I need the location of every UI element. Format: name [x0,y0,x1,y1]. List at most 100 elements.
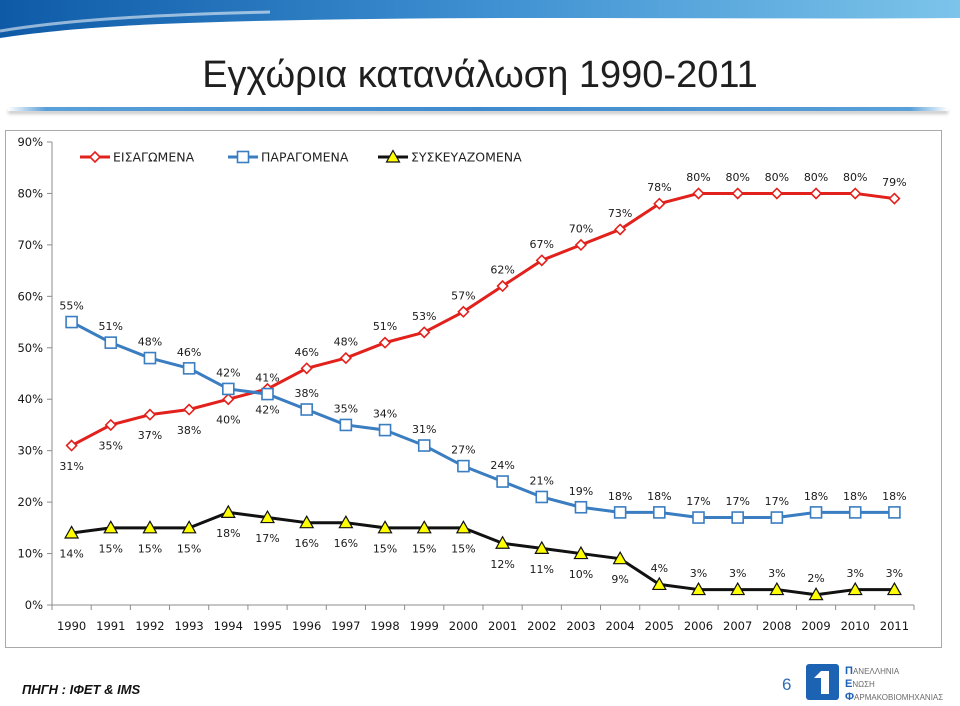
data-point [653,506,666,519]
data-label: 17% [686,495,710,508]
data-point [731,187,744,200]
data-label: 46% [177,346,201,359]
chart-axes: 0% 10% 20% 30% 40% 50% 60% 70% 80% 90% 1990 1991 199… [17,135,915,633]
y-tick-label: 40% [17,392,43,406]
x-tick-label: 2007 [723,619,752,633]
organization-logo-text: ΠΑΝΕΛΛΗΝΙΑ ΕΝΩΣΗ ΦΑΡΜΑΚΟΒΙΟΜΗΧΑΝΙΑΣ [845,665,957,704]
data-point [809,187,823,200]
legend-label: ΣΥΣΚΕΥΑΖΟΜΕΝΑ [411,150,522,165]
data-point [613,506,627,519]
data-label: 79% [882,176,906,189]
data-label: 21% [530,474,554,487]
x-tick-label: 1995 [253,619,282,633]
data-label: 41% [255,372,279,385]
chart-legend: ΕΙΣΑΓΩΜΕΝΑ ΠΑΡΑΓΟΜΕΝΑ ΣΥΣΚΕΥΑΖΟΜΕΝΑ [80,149,522,165]
data-label: 15% [99,542,123,555]
data-point [142,520,158,534]
y-tick-label: 30% [17,444,43,458]
data-label: 46% [294,346,318,359]
x-tick-label: 1998 [370,619,399,633]
data-label: 3% [886,567,903,580]
data-point [416,520,432,534]
y-tick-label: 60% [17,289,43,303]
data-point [457,459,470,473]
data-label: 78% [647,181,671,194]
data-label: 12% [490,558,514,571]
data-point [181,520,197,534]
data-point [143,408,157,421]
data-point [809,506,823,519]
data-point [259,509,276,524]
data-point [65,315,78,329]
data-point [104,418,117,432]
data-label: 10% [569,568,593,581]
data-point [378,423,392,437]
data-label: 35% [334,402,358,415]
data-label: 18% [804,490,828,503]
logo-line: ΕΝΩΣΗ [845,678,875,690]
data-point [378,336,392,349]
data-label: 80% [686,171,710,184]
data-label: 80% [804,171,828,184]
x-tick-label: 2003 [566,619,595,633]
data-label: 15% [412,542,436,555]
x-tick-label: 1993 [174,619,203,633]
data-label: 15% [451,542,475,555]
legend-marker [88,150,102,164]
data-label: 3% [729,567,746,580]
series-line-imported [70,191,896,448]
line-chart: 0% 10% 20% 30% 40% 50% 60% 70% 80% 90% 1990 1991 199… [17,135,915,633]
title-underline [8,107,948,111]
data-label: 9% [611,573,628,586]
y-tick-label: 50% [17,341,43,355]
series-packaged [64,504,902,601]
data-point [300,362,313,375]
data-point [692,511,705,524]
data-label: 38% [177,424,201,437]
series-imported [65,187,901,452]
data-label: 17% [765,495,789,508]
data-point [888,192,901,205]
data-label: 37% [138,429,162,442]
logo-line: ΦΑΡΜΑΚΟΒΙΟΜΗΧΑΝΙΑΣ [845,691,944,703]
data-label: 70% [569,222,593,235]
data-point [496,475,509,488]
data-label: 18% [647,490,671,503]
data-point [574,500,588,514]
data-label: 15% [138,542,162,555]
x-tick-label: 2001 [488,619,517,633]
data-point [574,238,588,252]
data-label: 16% [294,537,318,550]
data-point [261,387,274,401]
series-line-packaged [70,510,896,597]
x-tick-label: 1996 [292,619,321,633]
data-point [339,351,352,365]
legend-item: ΕΙΣΑΓΩΜΕΝΑ [80,150,195,165]
data-point [730,581,746,596]
data-point [457,305,470,318]
x-tick-label: 1990 [57,619,86,633]
data-label: 55% [59,300,83,313]
y-tick-label: 20% [17,495,43,509]
data-label: 24% [490,459,514,472]
data-label: 18% [882,490,906,503]
data-label: 51% [373,320,397,333]
data-label: 4% [651,562,668,575]
data-point [496,279,509,293]
data-label: 62% [490,264,514,277]
data-label: 11% [530,563,554,576]
data-label: 51% [99,320,123,333]
data-point [770,511,784,524]
data-label: 73% [608,207,632,220]
chart-frame: 0% 10% 20% 30% 40% 50% 60% 70% 80% 90% 1990 1991 199… [5,130,942,648]
data-point [104,336,118,349]
data-label: 80% [725,171,749,184]
data-point [535,490,549,504]
data-point [64,525,80,539]
organization-logo-icon [806,664,839,700]
page-number: 6 [782,675,792,694]
data-point [65,439,78,452]
data-point [535,254,548,267]
top-banner [0,0,960,38]
